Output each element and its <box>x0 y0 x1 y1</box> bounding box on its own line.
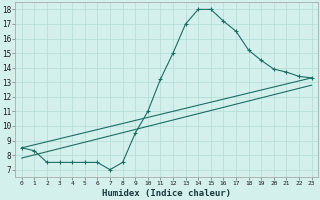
X-axis label: Humidex (Indice chaleur): Humidex (Indice chaleur) <box>102 189 231 198</box>
